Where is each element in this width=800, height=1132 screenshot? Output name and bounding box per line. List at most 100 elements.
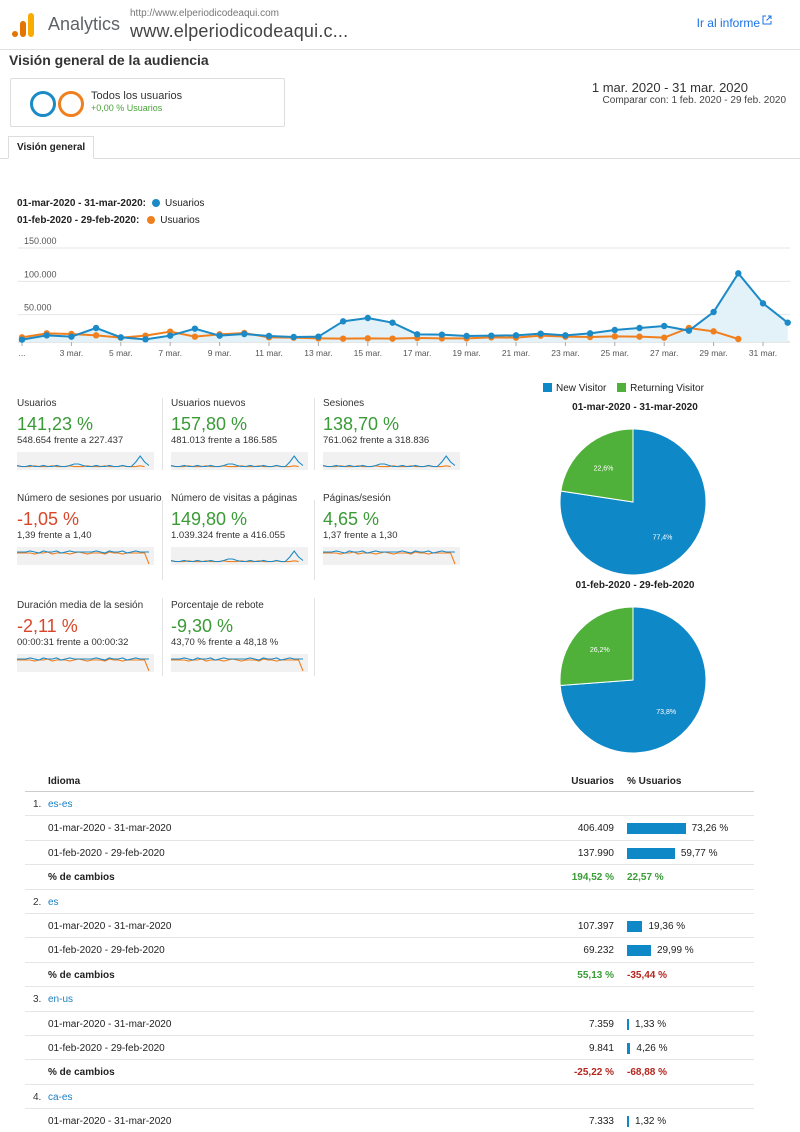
point-current[interactable] (18, 336, 26, 343)
row-share-bar (627, 920, 643, 932)
date-compare: Comparar con: 1 feb. 2020 - 29 feb. 2020 (602, 95, 786, 106)
point-current[interactable] (636, 324, 643, 332)
table-change-row: % de cambios 194,52 % 22,57 % (25, 865, 754, 890)
point-current[interactable] (191, 325, 199, 332)
segment-card[interactable]: Todos los usuarios +0,00 % Usuarios (10, 78, 285, 127)
x-tick-label: 17 mar. (403, 348, 431, 358)
metric-compare: 481.013 frente a 186.585 (171, 435, 278, 446)
row-share-bar (627, 945, 651, 957)
pie-slice-label: 22,6% (594, 466, 614, 473)
point-current[interactable] (241, 330, 248, 338)
point-current[interactable] (265, 332, 273, 340)
point-current[interactable] (315, 333, 322, 340)
row-index: 2. (33, 896, 42, 908)
legend-previous-series: Usuarios (160, 215, 200, 226)
point-current[interactable] (488, 332, 495, 339)
analytics-logo-icon[interactable] (12, 13, 34, 37)
point-previous[interactable] (710, 328, 717, 335)
point-current[interactable] (611, 326, 618, 334)
metric-card[interactable]: Sesiones 138,70 % 761.062 frente a 318.836 (323, 398, 471, 470)
point-previous[interactable] (339, 335, 347, 342)
site-name[interactable]: www.elperiodicodeaqui.c... (130, 21, 349, 41)
point-current[interactable] (364, 314, 371, 322)
point-current[interactable] (68, 333, 75, 340)
row-share-bar (627, 823, 686, 835)
users-line-chart[interactable]: 150.000 100.000 50.000... 3 mar. 5 mar. 7 mar… (0, 232, 800, 362)
point-current[interactable] (216, 332, 223, 339)
language-link[interactable]: en-us (48, 994, 74, 1006)
point-previous[interactable] (92, 332, 100, 339)
point-current[interactable] (735, 270, 742, 277)
metric-card[interactable]: Usuarios 141,23 % 548.654 frente a 227.437 (17, 398, 165, 470)
row-period: 01-mar-2020 - 31-mar-2020 (48, 1018, 172, 1030)
app-name: Analytics (48, 14, 121, 34)
pie-slice-returning-visitor[interactable] (559, 606, 634, 687)
point-previous[interactable] (389, 335, 396, 342)
report-link[interactable]: Ir al informe (696, 16, 760, 30)
point-current[interactable] (339, 318, 347, 325)
point-current[interactable] (92, 324, 100, 332)
language-link[interactable]: es-es (48, 799, 73, 810)
point-current[interactable] (117, 334, 125, 341)
row-pct: 1,32 % (635, 1116, 667, 1128)
point-current[interactable] (661, 322, 668, 330)
row-pct: 19,36 % (648, 920, 686, 932)
point-previous[interactable] (191, 333, 199, 340)
visitor-type-pie-previous[interactable]: 73,8% 26,2% (553, 600, 713, 760)
metric-card[interactable]: Número de sesiones por usuario -1,05 % 1,3… (17, 493, 165, 565)
metric-card[interactable]: Duración media de la sesión -2,11 % 00:00:… (17, 600, 165, 672)
metric-card[interactable]: Número de visitas a páginas 149,80 % 1.039… (171, 493, 319, 565)
point-current[interactable] (586, 330, 594, 337)
point-current[interactable] (512, 332, 520, 339)
point-current[interactable] (562, 332, 569, 339)
pie-slice-returning-visitor[interactable] (560, 428, 634, 503)
point-current[interactable] (414, 331, 421, 338)
point-current[interactable] (167, 332, 174, 339)
metric-value: 4,65 % (323, 509, 380, 529)
metric-label: Número de sesiones por usuario (17, 493, 162, 504)
metric-value: -9,30 % (171, 616, 234, 636)
point-previous[interactable] (735, 335, 742, 343)
table-row: 01-feb-2020 - 29-feb-2020 137.990 59,77 % (25, 841, 754, 866)
external-link-icon[interactable] (762, 15, 772, 25)
point-current[interactable] (463, 332, 470, 340)
point-current[interactable] (389, 319, 396, 326)
metric-value: 138,70 % (323, 414, 400, 434)
language-table: Idioma Usuarios % Usuarios 1. es-es 01-mar… (25, 772, 754, 1132)
pie-legend-returning: Returning Visitor (630, 383, 704, 394)
date-range[interactable]: 1 mar. 2020 - 31 mar. 2020 (591, 80, 748, 95)
row-users: 69.232 (583, 945, 614, 957)
point-current[interactable] (142, 336, 149, 343)
point-current[interactable] (710, 308, 717, 316)
point-current[interactable] (685, 327, 693, 334)
metric-card[interactable]: Usuarios nuevos 157,80 % 481.013 frente a … (171, 398, 319, 470)
x-tick-label: 31 mar. (749, 348, 777, 358)
point-current[interactable] (290, 333, 297, 341)
tab-vision-general[interactable]: Visión general (8, 136, 95, 159)
header-language[interactable]: Idioma (48, 776, 81, 787)
point-previous[interactable] (364, 335, 371, 342)
point-current[interactable] (537, 330, 544, 337)
header-users[interactable]: Usuarios (571, 776, 614, 787)
sparkline-bg (171, 654, 308, 672)
point-current[interactable] (784, 319, 791, 326)
point-current[interactable] (759, 300, 767, 307)
point-current[interactable] (438, 331, 446, 338)
metric-label: Número de visitas a páginas (171, 493, 298, 504)
legend-current-series: Usuarios (164, 198, 205, 209)
x-tick-label: ... (18, 348, 25, 358)
x-tick-label: 21 mar. (502, 348, 530, 358)
point-previous[interactable] (661, 334, 668, 341)
metric-card[interactable]: Porcentaje de rebote -9,30 % 43,70 % frent… (171, 600, 319, 672)
row-period: 01-mar-2020 - 31-mar-2020 (48, 1116, 172, 1128)
language-link[interactable]: ca-es (48, 1091, 73, 1103)
point-previous[interactable] (611, 333, 618, 340)
visitor-type-pie-current[interactable]: 77,4% 22,6% (553, 422, 713, 582)
point-current[interactable] (43, 332, 50, 339)
language-link[interactable]: es (48, 896, 59, 908)
header-pct-users[interactable]: % Usuarios (627, 776, 682, 787)
point-previous[interactable] (636, 333, 643, 340)
x-tick-label: 29 mar. (699, 348, 727, 358)
legend-current: 01-mar-2020 - 31-mar-2020: Usuarios (17, 198, 204, 209)
metric-card[interactable]: Páginas/sesión 4,65 % 1,37 frente a 1,30 (323, 493, 471, 565)
